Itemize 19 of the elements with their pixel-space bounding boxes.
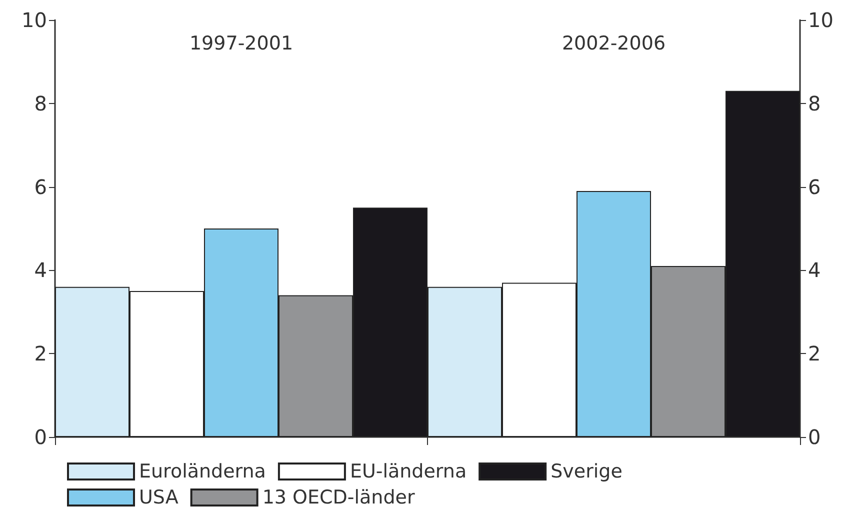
x-tick-label: 2002-2006 xyxy=(562,32,666,54)
y-tick-label: 0 xyxy=(34,425,47,449)
y-tick-label: 8 xyxy=(34,91,47,116)
legend-label: EU-länderna xyxy=(350,460,467,482)
y2-tick-label: 2 xyxy=(808,342,821,366)
x-tick-label: 1997-2001 xyxy=(189,32,294,54)
y-tick-label: 4 xyxy=(34,258,47,282)
y-tick-label: 6 xyxy=(34,174,47,199)
y2-tick-label: 4 xyxy=(808,258,821,282)
y2-tick-label: 0 xyxy=(808,425,821,449)
y2-tick-label: 10 xyxy=(808,8,834,32)
legend-label: Sverige xyxy=(550,460,622,482)
y2-tick-label: 8 xyxy=(808,91,821,116)
legend-label: USA xyxy=(139,486,178,508)
legend-label: 13 OECD-länder xyxy=(262,486,415,508)
legend-label: Euroländerna xyxy=(139,460,266,482)
y-tick-label: 2 xyxy=(34,342,47,366)
y-tick-label: 10 xyxy=(22,8,47,32)
y2-tick-label: 6 xyxy=(808,174,821,199)
